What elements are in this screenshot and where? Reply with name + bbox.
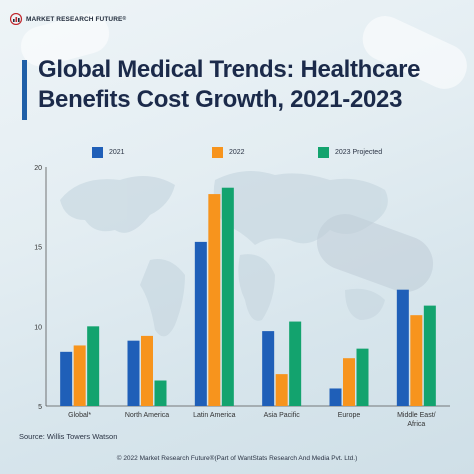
- brand-name: MARKET RESEARCH FUTURE: [26, 15, 123, 23]
- bar-2021-1: [127, 340, 140, 406]
- bar-2021-3: [262, 331, 275, 406]
- legend-swatch-2021: [92, 147, 103, 158]
- brand-logo-icon: [10, 13, 23, 25]
- bar-2022-5: [410, 315, 423, 406]
- x-tick-label: Europe: [338, 412, 361, 419]
- y-tick-label: 20: [34, 165, 42, 172]
- copyright-footer: © 2022 Market Research Future®(Part of W…: [116, 455, 358, 462]
- brand-logo: MARKET RESEARCH FUTURE ®: [10, 13, 126, 25]
- bar-2021-2: [194, 241, 207, 406]
- x-tick-label: North America: [125, 412, 169, 419]
- bar-2022-4: [343, 358, 355, 406]
- legend-label-2022: 2022: [229, 149, 245, 156]
- bar-2023-projected-5: [423, 305, 436, 406]
- bar-2023-projected-3: [289, 321, 302, 406]
- bar-2021-5: [396, 289, 409, 406]
- bar-2023-projected-0: [87, 326, 100, 406]
- bar-2022-1: [141, 335, 153, 406]
- legend-item-2021: 2021: [92, 147, 125, 158]
- title-accent-bar: [22, 60, 27, 120]
- legend-label-2021: 2021: [109, 149, 125, 156]
- y-tick-label: 15: [34, 245, 42, 252]
- bar-2023-projected-4: [356, 348, 369, 406]
- x-tick-label: Global*: [68, 412, 91, 419]
- brand-trademark: ®: [122, 16, 127, 22]
- bar-2023-projected-1: [154, 380, 167, 406]
- chart-legend: 2021 2022 2023 Projected: [0, 147, 474, 161]
- legend-swatch-2023-projected: [318, 147, 329, 158]
- bar-2022-0: [73, 345, 86, 406]
- chart-title: Global Medical Trends: Healthcare Benefi…: [38, 56, 421, 113]
- bar-2022-3: [275, 374, 288, 406]
- bar-2021-0: [60, 351, 73, 406]
- y-tick-label: 5: [38, 404, 42, 411]
- x-tick-label: Asia Pacific: [264, 412, 301, 419]
- legend-item-2022: 2022: [212, 147, 245, 158]
- bar-2021-4: [329, 388, 342, 406]
- x-tick-label: Latin America: [193, 412, 236, 419]
- x-tick-label: Middle East/Africa: [397, 412, 436, 428]
- bar-2022-2: [208, 194, 221, 406]
- legend-label-2023-projected: 2023 Projected: [335, 149, 383, 156]
- legend-item-2023-projected: 2023 Projected: [318, 147, 382, 158]
- legend-swatch-2022: [212, 147, 223, 158]
- source-note: Source: Willis Towers Watson: [19, 432, 118, 441]
- y-tick-label: 10: [34, 324, 42, 331]
- bar-2023-projected-2: [221, 187, 234, 406]
